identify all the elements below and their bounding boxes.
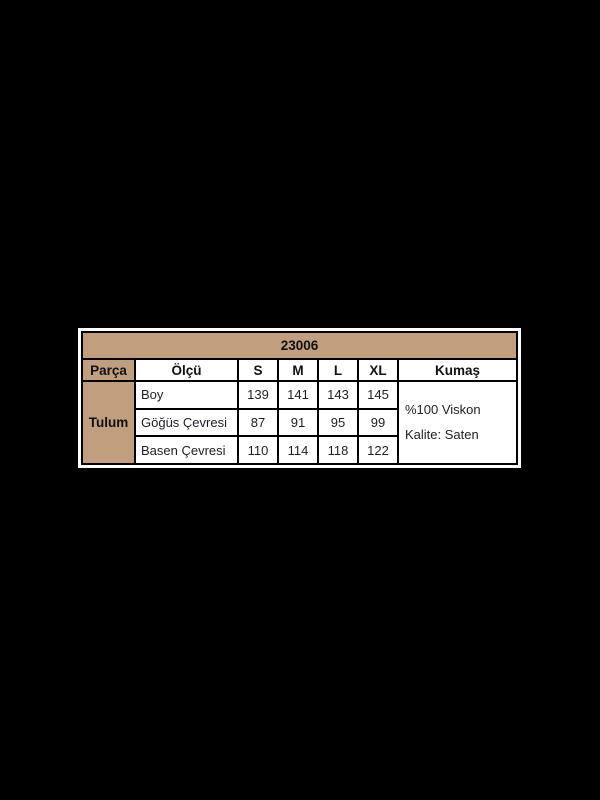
size-value: 141: [277, 380, 319, 410]
size-value: 99: [357, 407, 399, 438]
measurement-label: Boy: [134, 380, 239, 410]
header-size-xl: XL: [357, 358, 399, 382]
header-measure: Ölçü: [134, 358, 239, 382]
size-chart-sheet: 23006 Parça Ölçü S M L XL Kumaş Tulum Bo…: [78, 328, 521, 468]
fabric-line: Kalite: Saten: [405, 427, 479, 442]
size-value: 114: [277, 435, 319, 465]
measurement-label: Basen Çevresi: [134, 435, 239, 465]
fabric-line: %100 Viskon: [405, 401, 481, 417]
size-value: 118: [317, 435, 359, 465]
header-part: Parça: [81, 358, 136, 382]
header-size-m: M: [277, 358, 319, 382]
measurement-row: Göğüs Çevresi 87 91 95 99: [82, 407, 517, 438]
size-value: 139: [237, 380, 279, 410]
measurement-label: Göğüs Çevresi: [134, 407, 239, 438]
fabric-info: %100 Viskon Kalite: Saten: [396, 380, 519, 465]
size-value: 145: [357, 380, 399, 410]
size-chart-table: 23006 Parça Ölçü S M L XL Kumaş Tulum Bo…: [80, 331, 519, 465]
size-value: 143: [317, 380, 359, 410]
size-value: 110: [237, 435, 279, 465]
measurement-row: Tulum Boy 139 141 143 145 %100 Viskon Ka…: [81, 380, 519, 465]
product-code-row: 23006: [80, 331, 519, 360]
size-value: 95: [317, 407, 359, 438]
size-value: 87: [237, 407, 279, 438]
header-size-s: S: [237, 358, 279, 382]
header-fabric: Kumaş: [396, 358, 519, 382]
size-value: 91: [277, 407, 319, 438]
column-header-row: Parça Ölçü S M L XL Kumaş: [81, 358, 519, 382]
part-name: Tulum: [81, 380, 136, 465]
size-value: 122: [357, 435, 399, 465]
header-size-l: L: [317, 358, 359, 382]
measurement-row: Basen Çevresi 110 114 118 122: [82, 435, 517, 465]
product-code: 23006: [80, 331, 519, 360]
